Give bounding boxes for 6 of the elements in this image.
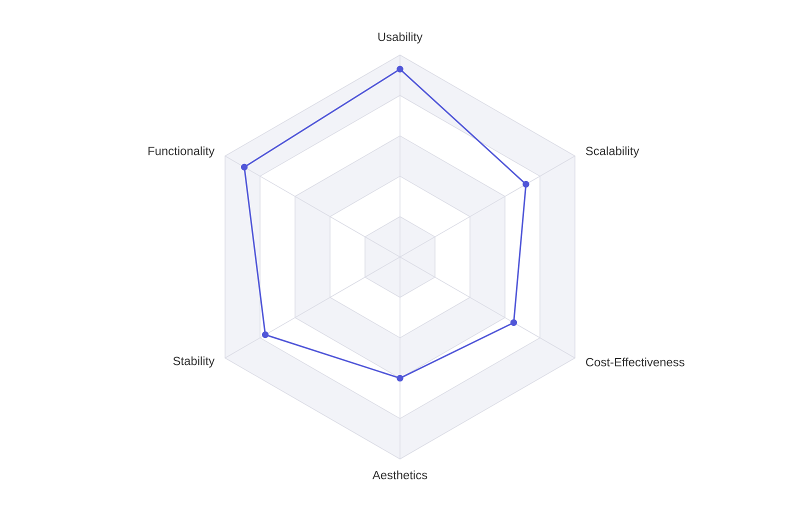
- spoke-label: Usability: [378, 32, 423, 44]
- spoke-label: Aesthetics: [372, 470, 428, 480]
- spoke-label: Functionality: [148, 146, 215, 158]
- spoke-label: Cost-Effectiveness: [586, 358, 684, 366]
- spoke-label: Scalability: [586, 146, 640, 158]
- spoke-label: Stability: [173, 356, 215, 368]
